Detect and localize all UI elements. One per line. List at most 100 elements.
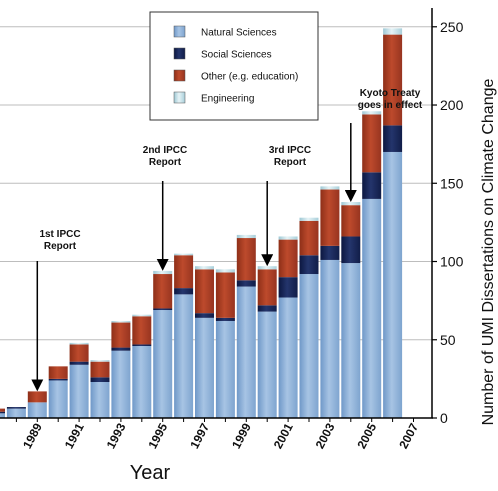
- bar-1993-engineering: [111, 320, 131, 323]
- bar-2002-other-e-g-education: [299, 220, 319, 256]
- annotation-2-line-2: Report: [149, 157, 182, 168]
- bar-2006-natural-sciences: [383, 151, 403, 418]
- bar-1987-social-sciences: [0, 411, 5, 414]
- bar-1999-social-sciences: [236, 280, 256, 287]
- legend-label-other-e-g-education: Other (e.g. education): [201, 72, 298, 83]
- bar-1997-social-sciences: [195, 313, 214, 318]
- x-tick-label-2005: 2005: [354, 421, 379, 451]
- bar-2003-natural-sciences: [320, 259, 340, 418]
- bars: [0, 28, 403, 418]
- bar-1994-other-e-g-education: [132, 316, 152, 345]
- bar-2001-engineering: [278, 236, 298, 240]
- bar-1996-natural-sciences: [174, 294, 194, 418]
- x-axis-title: Year: [130, 462, 171, 484]
- bar-1998-social-sciences: [215, 317, 235, 321]
- legend-label-natural-sciences: Natural Sciences: [201, 28, 277, 39]
- x-tick-label-1989: 1989: [20, 421, 45, 451]
- y-tick-label-50: 50: [440, 332, 456, 348]
- bar-2000-other-e-g-education: [257, 269, 277, 306]
- bar-1988-natural-sciences: [6, 408, 26, 418]
- annotation-2-line-1: 2nd IPCC: [143, 145, 187, 156]
- bar-2004-engineering: [341, 202, 361, 206]
- bar-1999-other-e-g-education: [236, 238, 256, 281]
- legend-swatch-engineering: [173, 91, 186, 104]
- legend-label-engineering: Engineering: [201, 94, 254, 105]
- bar-2005-social-sciences: [362, 172, 382, 199]
- bar-1994-natural-sciences: [132, 346, 152, 418]
- bar-1992-natural-sciences: [90, 382, 110, 418]
- legend-label-social-sciences: Social Sciences: [201, 50, 272, 61]
- bar-1994-engineering: [132, 314, 152, 317]
- x-tick-label-1993: 1993: [104, 421, 129, 451]
- bar-1990-social-sciences: [48, 378, 68, 381]
- bar-2003-other-e-g-education: [320, 189, 340, 246]
- bar-1987-natural-sciences: [0, 413, 5, 418]
- bar-2006-engineering: [383, 28, 403, 35]
- bar-1998-other-e-g-education: [215, 272, 235, 318]
- bar-1988-social-sciences: [6, 407, 26, 409]
- legend-swatch-other-e-g-education: [173, 69, 186, 82]
- bar-1991-social-sciences: [69, 361, 89, 365]
- bar-1993-social-sciences: [111, 347, 131, 351]
- bar-2000-engineering: [257, 266, 277, 270]
- annotation-1-line-1: 1st IPCC: [39, 229, 80, 240]
- bar-2002-social-sciences: [299, 255, 319, 275]
- bar-2003-engineering: [320, 186, 340, 190]
- bar-2002-engineering: [299, 217, 319, 221]
- bar-1999-natural-sciences: [236, 286, 256, 418]
- bar-1996-engineering: [174, 253, 194, 256]
- y-tick-label-250: 250: [440, 19, 464, 35]
- y-tick-label-0: 0: [440, 410, 448, 426]
- bar-2001-natural-sciences: [278, 297, 298, 418]
- annotation-4-line-2: goes in effect: [358, 100, 423, 111]
- bar-2001-other-e-g-education: [278, 239, 298, 278]
- x-tick-label-1995: 1995: [145, 421, 170, 451]
- bar-1993-other-e-g-education: [111, 322, 131, 348]
- x-tick-label-2007: 2007: [396, 421, 421, 451]
- bar-1993-natural-sciences: [111, 350, 131, 418]
- legend-swatch-natural-sciences: [173, 25, 186, 38]
- bar-1987-other-e-g-education: [0, 408, 5, 412]
- x-tick-label-2003: 2003: [313, 421, 338, 451]
- bar-2005-engineering: [362, 111, 382, 115]
- bar-2004-social-sciences: [341, 236, 361, 264]
- bar-2004-natural-sciences: [341, 263, 361, 418]
- bar-1997-engineering: [195, 266, 214, 270]
- legend-swatch-social-sciences: [173, 47, 186, 60]
- x-tick-label-1991: 1991: [62, 421, 87, 451]
- bar-1995-other-e-g-education: [153, 274, 173, 309]
- bar-1994-social-sciences: [132, 344, 152, 347]
- bar-1998-engineering: [215, 269, 235, 273]
- bar-1992-other-e-g-education: [90, 361, 110, 378]
- y-tick-label-100: 100: [440, 254, 464, 270]
- y-tick-label-200: 200: [440, 97, 464, 113]
- bar-1996-social-sciences: [174, 288, 194, 295]
- bar-2000-natural-sciences: [257, 311, 277, 418]
- bar-1999-engineering: [236, 234, 256, 239]
- bar-1995-engineering: [153, 270, 173, 275]
- x-tick-label-1999: 1999: [229, 421, 254, 451]
- legend: Natural Sciences Social Sciences Other (e.…: [149, 11, 319, 121]
- bar-1995-social-sciences: [153, 308, 173, 311]
- bar-1989-other-e-g-education: [27, 391, 47, 403]
- bar-2006-other-e-g-education: [383, 34, 403, 126]
- y-axis-title: Number of UMI Dissertations on Climate C…: [480, 79, 497, 426]
- bar-1991-other-e-g-education: [69, 344, 89, 362]
- bar-1995-natural-sciences: [153, 310, 173, 418]
- bar-2006-social-sciences: [383, 125, 403, 152]
- bar-2005-other-e-g-education: [362, 114, 382, 173]
- bar-1996-other-e-g-education: [174, 255, 194, 289]
- bar-1997-other-e-g-education: [195, 269, 214, 314]
- y-tick-label-150: 150: [440, 175, 464, 191]
- bar-1990-other-e-g-education: [48, 366, 68, 379]
- bar-2000-social-sciences: [257, 305, 277, 312]
- x-tick-label-1997: 1997: [187, 421, 212, 451]
- bar-1997-natural-sciences: [195, 317, 214, 418]
- bar-1998-natural-sciences: [215, 320, 235, 418]
- bar-2002-natural-sciences: [299, 274, 319, 418]
- bar-1990-natural-sciences: [48, 380, 68, 418]
- bar-1992-engineering: [90, 360, 110, 362]
